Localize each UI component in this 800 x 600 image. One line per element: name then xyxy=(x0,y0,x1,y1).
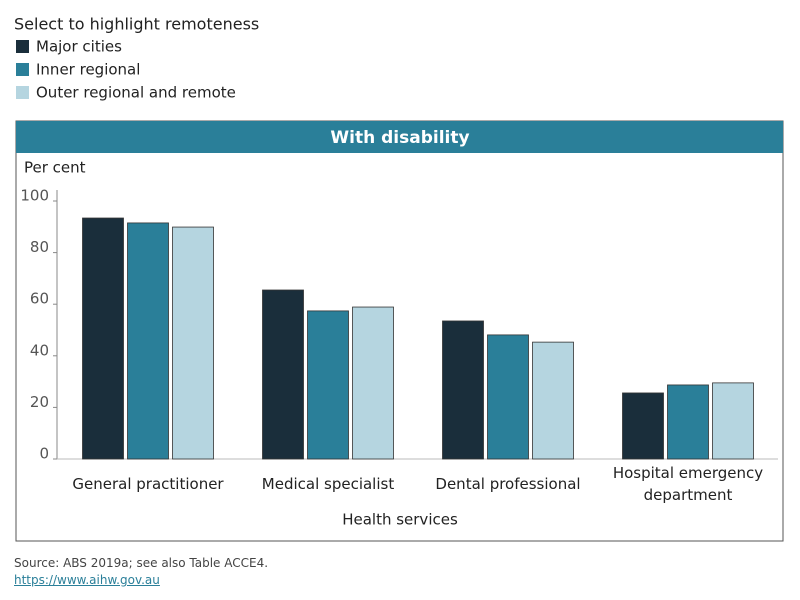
y-tick-label: 0 xyxy=(39,445,49,463)
y-axis-title: Per cent xyxy=(24,159,86,177)
x-axis-title: Health services xyxy=(342,511,458,529)
x-tick-label: Hospital emergency department xyxy=(612,464,764,504)
bar xyxy=(127,222,169,460)
bar xyxy=(532,341,574,460)
legend-title: Select to highlight remoteness xyxy=(14,15,259,34)
y-tick-label: 20 xyxy=(30,393,49,411)
bar xyxy=(712,382,754,460)
chart-title: With disability xyxy=(330,128,469,148)
link[interactable]: https://www.aihw.gov.au xyxy=(14,573,160,587)
legend-swatch[interactable] xyxy=(16,86,29,99)
legend-label[interactable]: Inner regional xyxy=(36,61,140,79)
source: Source: ABS 2019a; see also Table ACCE4. xyxy=(14,556,269,570)
bar xyxy=(307,310,349,460)
legend-swatch[interactable] xyxy=(16,40,29,53)
bar xyxy=(487,334,529,460)
panel-header xyxy=(16,121,783,153)
legend-label[interactable]: Major cities xyxy=(36,38,122,56)
bar xyxy=(667,384,709,460)
bar xyxy=(172,226,214,460)
x-tick-label: Medical specialist xyxy=(261,475,395,493)
x-tick-label: General practitioner xyxy=(72,475,224,493)
bar xyxy=(622,392,664,460)
y-tick-label: 80 xyxy=(30,238,49,256)
legend-label[interactable]: Outer regional and remote xyxy=(36,84,236,102)
bar xyxy=(442,320,484,460)
legend-swatch[interactable] xyxy=(16,63,29,76)
x-tick-label: Dental professional xyxy=(435,475,581,493)
y-tick-label: 100 xyxy=(20,187,49,205)
bar xyxy=(262,289,304,460)
bar xyxy=(352,306,394,460)
y-tick-label: 40 xyxy=(30,341,49,359)
y-tick-label: 60 xyxy=(30,290,49,308)
bar xyxy=(82,217,124,460)
